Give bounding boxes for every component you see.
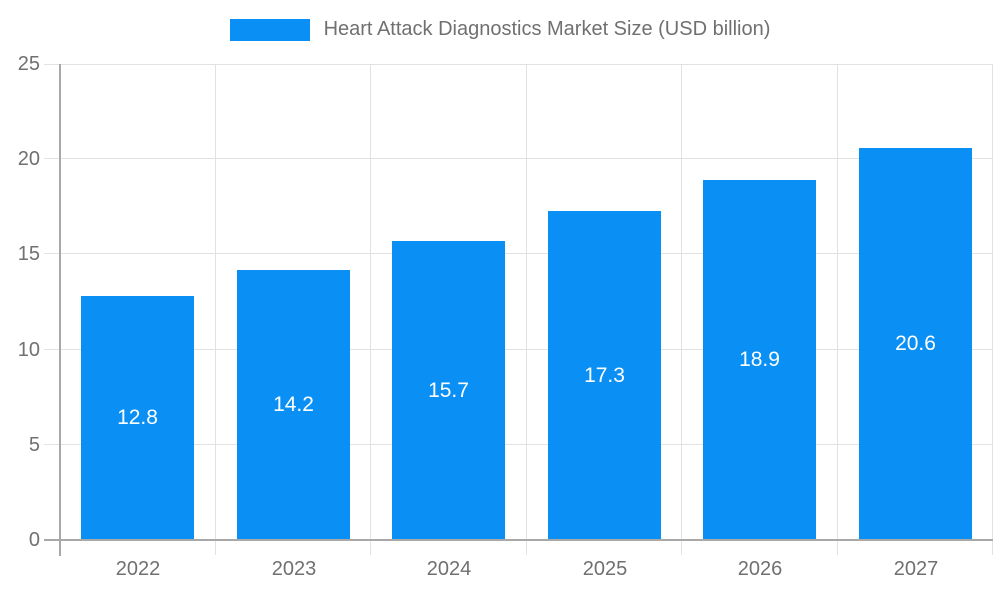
x-tick-label: 2025 [582,558,628,580]
v-gridline [370,64,371,555]
y-axis-line [59,64,61,556]
h-gridline [44,64,993,65]
bar-2023[interactable]: 14.2 [237,270,350,540]
bar-value-label: 20.6 [895,332,936,355]
y-tick-label: 5 [28,433,40,456]
bar-value-label: 12.8 [117,406,158,429]
x-tick-label: 2027 [893,558,939,580]
h-gridline [44,253,993,254]
bar-2026[interactable]: 18.9 [703,180,816,540]
bar-2025[interactable]: 17.3 [548,211,661,540]
bar-value-label: 17.3 [584,363,625,387]
v-gridline [992,64,993,555]
y-tick-label: 20 [17,148,40,171]
h-gridline [44,444,993,445]
legend-label: Heart Attack Diagnostics Market Size (US… [323,18,771,40]
v-gridline [215,64,216,555]
h-gridline [44,158,993,159]
x-axis-line [44,539,993,541]
plot-area: 12.8 14.2 15.7 17.3 18.9 20.6 [44,64,993,555]
x-tick-label: 2023 [271,558,317,580]
y-tick-label: 0 [28,529,40,551]
x-tick-label: 2026 [737,558,783,580]
y-tick-label: 25 [17,53,40,75]
bar-value-label: 18.9 [739,348,780,371]
x-tick-label: 2024 [426,558,472,580]
bar-2022[interactable]: 12.8 [81,296,194,540]
h-gridline [44,349,993,350]
y-tick-label: 15 [17,243,40,266]
bar-value-label: 14.2 [273,393,314,416]
y-tick-label: 10 [17,338,40,361]
legend-swatch-icon [229,18,310,41]
v-gridline [681,64,682,555]
x-tick-label: 2022 [115,558,161,580]
chart-legend[interactable]: Heart Attack Diagnostics Market Size (US… [0,18,1000,41]
v-gridline [837,64,838,555]
bar-2024[interactable]: 15.7 [392,241,505,540]
v-gridline [526,64,527,555]
bar-value-label: 15.7 [428,378,469,402]
bar-2027[interactable]: 20.6 [859,148,972,540]
